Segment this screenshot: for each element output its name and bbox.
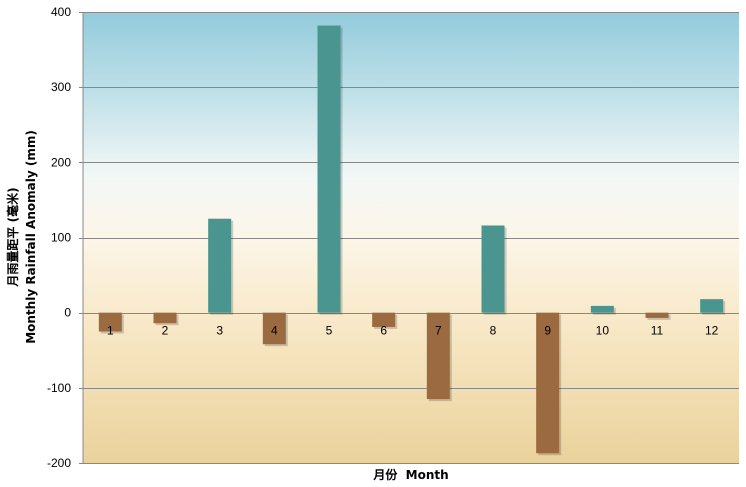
- bar-month-7: [426, 312, 450, 400]
- bar-month-6: [372, 312, 396, 327]
- y-axis-title-zh: 月雨量距平 (毫米): [5, 187, 20, 287]
- bar-month-3: [208, 218, 232, 313]
- bar-month-5: [317, 25, 341, 313]
- x-tick-label: 6: [380, 324, 387, 338]
- x-tick-label: 2: [162, 324, 169, 338]
- y-tick-label: -100: [47, 381, 71, 395]
- bar-month-4: [262, 312, 286, 345]
- bar-month-2: [153, 312, 177, 324]
- y-tick-labels: -200 -100 0 100 200 300 400: [47, 5, 71, 470]
- y-tick-label: 0: [64, 306, 71, 320]
- bar-month-11: [645, 312, 669, 318]
- x-tick-label: 12: [705, 324, 719, 338]
- x-axis-title: 月份 Month: [372, 467, 448, 482]
- bar-month-8: [481, 225, 505, 313]
- bar-month-10: [590, 305, 614, 313]
- y-tick-label: 100: [51, 231, 71, 245]
- x-tick-label: 10: [596, 324, 610, 338]
- bars: [98, 25, 726, 456]
- x-tick-label: 1: [107, 324, 114, 338]
- y-axis-title-en: Monthly Rainfall Anomaly (mm): [24, 130, 38, 344]
- x-tick-label: 4: [271, 324, 278, 338]
- bar-month-9: [536, 312, 560, 454]
- bar-month-1: [98, 312, 122, 332]
- x-tick-label: 8: [490, 324, 497, 338]
- y-tick-label: -200: [47, 456, 71, 470]
- bar-month-12: [700, 299, 724, 313]
- x-tick-label: 7: [435, 324, 442, 338]
- gridlines: [79, 12, 739, 464]
- y-tick-label: 300: [51, 80, 71, 94]
- plot-background: [83, 12, 739, 463]
- x-tick-labels: 1 2 3 4 5 6 7 8 9 10 11 12: [107, 324, 719, 338]
- x-tick-label: 11: [651, 324, 664, 338]
- x-tick-label: 5: [326, 324, 333, 338]
- y-tick-label: 200: [51, 155, 71, 169]
- x-tick-label: 3: [216, 324, 223, 338]
- y-tick-label: 400: [51, 5, 71, 19]
- x-tick-label: 9: [544, 324, 551, 338]
